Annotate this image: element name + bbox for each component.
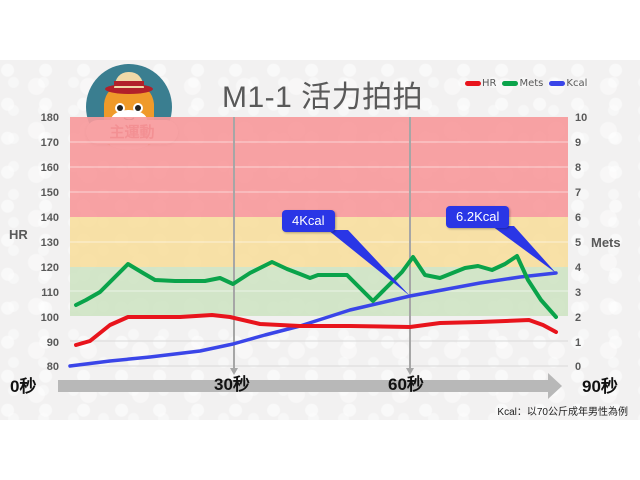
time-label-90: 90秒 — [582, 376, 618, 396]
right-axis-title: Mets — [591, 235, 621, 250]
legend-label: Mets — [519, 78, 544, 89]
mets-line — [74, 254, 558, 319]
legend-item-mets: Mets — [502, 78, 543, 89]
legend-label: Kcal — [566, 78, 588, 89]
svg-text:140: 140 — [41, 212, 59, 224]
svg-text:7: 7 — [575, 187, 581, 199]
hr-swatch-icon — [465, 81, 481, 86]
time-label-0: 0秒 — [10, 376, 36, 396]
svg-text:2: 2 — [575, 312, 581, 324]
svg-text:5: 5 — [575, 237, 581, 249]
svg-text:3: 3 — [575, 287, 581, 299]
time-label-60: 60秒 — [388, 374, 424, 394]
legend-item-hr: HR — [465, 78, 496, 89]
chart-legend: HR Mets Kcal — [465, 78, 593, 89]
kcal-swatch-icon — [549, 81, 566, 86]
svg-text:150: 150 — [41, 187, 59, 199]
svg-text:6: 6 — [575, 212, 581, 224]
right-axis-ticks: 10 9 8 7 6 5 4 3 2 1 0 — [575, 112, 587, 373]
kcal-footnote: Kcal：以70公斤成年男性為例 — [497, 407, 628, 418]
svg-text:130: 130 — [41, 237, 59, 249]
svg-text:10: 10 — [575, 112, 587, 124]
svg-text:100: 100 — [41, 312, 59, 324]
svg-text:9: 9 — [575, 137, 581, 149]
hr-line — [74, 313, 558, 347]
svg-text:180: 180 — [41, 112, 59, 124]
callout-tail-62kcal — [492, 226, 556, 273]
gridlines — [70, 141, 568, 292]
svg-text:120: 120 — [41, 262, 59, 274]
mets-swatch-icon — [502, 81, 519, 86]
callout-4kcal: 4Kcal — [282, 210, 335, 232]
svg-text:170: 170 — [41, 137, 59, 149]
time-label-30: 30秒 — [214, 374, 250, 394]
svg-text:110: 110 — [41, 287, 59, 299]
svg-text:80: 80 — [47, 361, 59, 373]
left-axis-title: HR — [9, 227, 28, 242]
svg-text:90: 90 — [47, 337, 59, 349]
time-markers — [233, 117, 411, 372]
time-axis-arrow — [58, 380, 550, 392]
page-title: M1-1 活力拍拍 — [222, 81, 424, 114]
legend-item-kcal: Kcal — [549, 78, 587, 89]
svg-text:4: 4 — [575, 262, 582, 274]
svg-text:8: 8 — [575, 162, 581, 174]
kcal-line — [68, 271, 558, 368]
callout-62kcal: 6.2Kcal — [446, 206, 510, 228]
left-axis-ticks: 180 170 160 150 140 130 120 110 100 90 8… — [41, 112, 59, 373]
svg-text:1: 1 — [575, 337, 581, 349]
callout-tail-4kcal — [328, 230, 410, 296]
svg-text:160: 160 — [41, 162, 59, 174]
legend-label: HR — [482, 78, 497, 89]
svg-text:0: 0 — [575, 361, 581, 373]
